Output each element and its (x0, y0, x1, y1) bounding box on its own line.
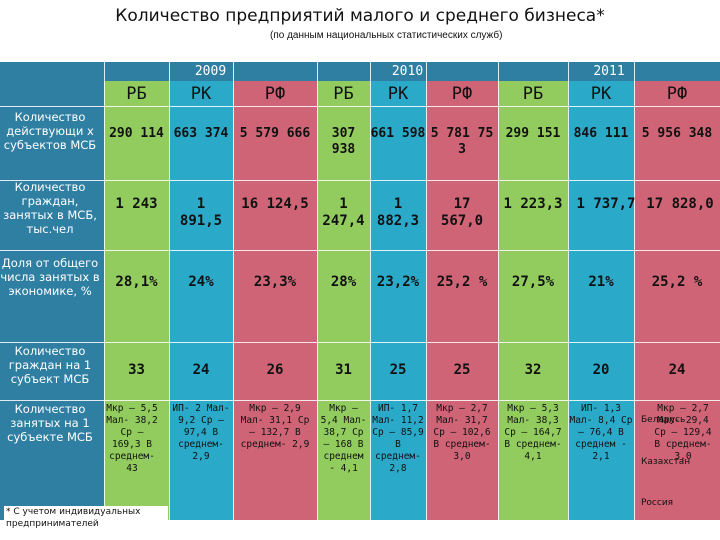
page-subtitle: (по данным национальных статистических с… (270, 30, 503, 41)
grid-line (0, 400, 720, 401)
year-2009-header: 2009 (194, 64, 227, 79)
country-header-rk: РК (190, 84, 212, 104)
grid-line (233, 62, 234, 520)
table-cell: 26 (266, 362, 284, 378)
table-cell: 1 737,7 (576, 196, 636, 212)
overlay-kazakhstan: Казахстан (641, 457, 691, 467)
country-header-rk: РК (590, 84, 612, 104)
year-2011-header: 2011 (593, 64, 625, 79)
grid-line (169, 62, 170, 520)
grid-line (317, 62, 318, 520)
table-cell: 1 882,3 (376, 196, 420, 229)
row-label-share: Доля от общего числа занятых в экономике… (0, 256, 100, 298)
grid-line (370, 62, 371, 520)
country-header-rf: РФ (264, 84, 286, 104)
table-cell: 25,2 % (651, 274, 703, 290)
country-header-rf: РФ (451, 84, 473, 104)
table-cell: 663 374 (173, 126, 229, 141)
table-cell: ИП- 1,7 Мал- 11,2 Ср – 85,9 В среднем- 2… (372, 403, 424, 474)
row-label-employed-per-entity: Количество занятых на 1 субъекте МСБ (7, 402, 93, 444)
table-cell: 20 (592, 362, 610, 378)
overlay-belarus: Беларусь (641, 415, 686, 425)
grid-line (498, 62, 499, 520)
table-cell: 5 579 666 (239, 126, 311, 141)
table-cell: 17 828,0 (646, 196, 714, 212)
year-2010-header: 2010 (391, 64, 424, 79)
table-cell: Мкр – 2,7 Мал- 31,7 Ср – 102,6 В среднем… (433, 403, 491, 462)
table-cell: 1 243 (115, 196, 158, 212)
table-cell: 25 (389, 362, 407, 378)
grid-line (634, 62, 635, 520)
table-cell: Мкр – 5,3 Мал- 38,3 Ср – 164,7 В среднем… (504, 403, 562, 462)
grid-line (426, 62, 427, 520)
overlay-russia: Россия (641, 498, 674, 508)
table-cell: 1 223,3 (503, 196, 563, 212)
table-cell: 25 (453, 362, 471, 378)
table-cell: 290 114 (109, 126, 164, 141)
column-rb-2010 (317, 81, 370, 520)
grid-line (0, 180, 720, 181)
table-cell: Мкр – 5,5 Мал- 38,2 Ср – 169,3 В среднем… (106, 403, 158, 474)
table-cell: 23,3% (253, 274, 297, 290)
table-cell: 5 956 348 (641, 126, 713, 141)
column-rf-2009 (233, 81, 317, 520)
column-rf-2010 (426, 81, 498, 520)
country-header-rk: РК (387, 84, 409, 104)
row-label-enterprises: Количество действующи х субъектов МСБ (3, 110, 97, 152)
column-rk-2010 (370, 81, 426, 520)
table-cell: 28,1% (115, 274, 158, 290)
year-header-bar (0, 62, 720, 81)
grid-line (568, 62, 569, 520)
grid-line (104, 62, 105, 520)
grid-line (0, 250, 720, 251)
table-cell: 25,2 % (436, 274, 488, 290)
table-cell: 24 (668, 362, 686, 378)
table-cell: 24% (188, 274, 214, 290)
table-cell: ИП- 1,3 Мал- 8,4 Ср – 76,4 В среднем - 2… (569, 403, 633, 462)
table-cell: 23,2% (376, 274, 420, 290)
table-cell: 299 151 (505, 126, 561, 141)
grid-line (0, 106, 720, 107)
row-label-employed: Количество граждан, занятых в МСБ, тыс.ч… (3, 180, 97, 236)
table-cell: 31 (335, 362, 352, 378)
table-cell: 33 (128, 362, 145, 378)
table-cell: 32 (524, 362, 542, 378)
table-cell: 28% (330, 274, 357, 290)
table-cell: 5 781 75 3 (430, 126, 494, 157)
row-label-column (0, 81, 104, 520)
table-cell: 1 891,5 (179, 196, 223, 229)
column-rb-2011 (498, 81, 568, 520)
table-cell: ИП- 2 Мал- 9,2 Ср – 97,4 В среднем- 2,9 (172, 403, 230, 462)
row-label-citizens-per-entity: Количество граждан на 1 субъект МСБ (8, 344, 92, 386)
country-header-rb: РБ (333, 84, 354, 104)
country-header-rb: РБ (126, 84, 147, 104)
country-header-rf: РФ (666, 84, 688, 104)
grid-line (0, 342, 720, 343)
table-cell: 17 567,0 (440, 196, 484, 229)
column-rk-2011 (568, 81, 634, 520)
column-rk-2009 (169, 81, 233, 520)
table-cell: 1 247,4 (322, 196, 365, 229)
table-cell: 846 111 (573, 126, 629, 141)
table-cell: 661 598 (370, 126, 426, 141)
table-cell: Мкр – 5,4 Мал- 38,7 Ср – 168 В среднем -… (320, 403, 367, 474)
footnote: * С учетом индивидуальных предпринимател… (4, 506, 168, 530)
country-header-rb: РБ (522, 84, 544, 104)
page-title: Количество предприятий малого и среднего… (115, 6, 605, 26)
column-rf-2011 (634, 81, 720, 520)
table-cell: 27,5% (511, 274, 555, 290)
table-cell: 307 938 (331, 126, 356, 157)
table-cell: Мкр – 2,9 Мал- 31,1 Ср – 132,7 В среднем… (240, 403, 310, 450)
table-cell: Мкр – 2,7 Мал- 29,4 Ср – 129,4 В среднем… (654, 403, 712, 462)
table-cell: 21% (588, 274, 614, 290)
table-cell: 16 124,5 (241, 196, 309, 212)
column-rb-2009 (104, 81, 169, 520)
table-cell: 24 (192, 362, 210, 378)
